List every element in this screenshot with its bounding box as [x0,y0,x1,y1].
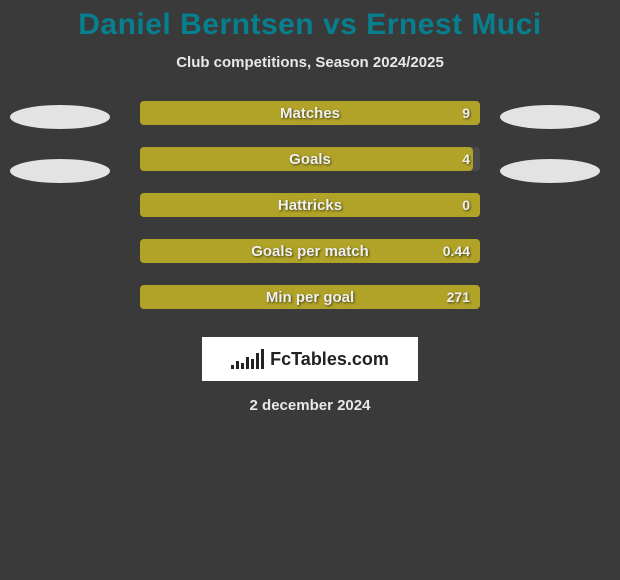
stat-bar-row: Matches9 [140,101,480,125]
player-ellipse [500,159,600,183]
logo-bar-segment [231,365,234,369]
stat-bar-fill [140,147,473,171]
player2-name: Ernest Muci [366,8,542,41]
player-ellipse [500,105,600,129]
logo-bar-segment [256,353,259,369]
player1-name: Daniel Berntsen [78,8,314,41]
right-ellipses [500,101,600,183]
stat-bars: Matches9 Goals4 Hattricks0 Goals per match0… [140,101,480,309]
stat-bar-value: 9 [462,101,470,125]
player-ellipse [10,105,110,129]
logo-bar-segment [236,361,239,369]
stat-bar-value: 271 [447,285,470,309]
stat-bar-value: 0 [462,193,470,217]
comparison-title: Daniel Berntsen vs Ernest Muci [78,8,542,42]
stat-bar-value: 4 [462,147,470,171]
stats-area: Matches9 Goals4 Hattricks0 Goals per match0… [0,101,620,309]
stat-bar-row: Goals per match0.44 [140,239,480,263]
vs-label: vs [323,8,357,41]
logo-box: FcTables.com [202,337,418,381]
infographic-container: Daniel Berntsen vs Ernest Muci Club comp… [0,0,620,414]
subtitle: Club competitions, Season 2024/2025 [176,54,444,71]
logo-text: FcTables.com [270,349,389,370]
stat-bar-row: Min per goal271 [140,285,480,309]
logo-bar-segment [246,357,249,369]
stat-bar-value: 0.44 [443,239,470,263]
logo-bar-segment [241,363,244,369]
stat-bar-fill [140,101,480,125]
logo-bars-icon [231,349,264,369]
player-ellipse [10,159,110,183]
logo-bar-segment [261,349,264,369]
stat-bar-fill [140,285,480,309]
stat-bar-fill [140,193,480,217]
stat-bar-row: Goals4 [140,147,480,171]
stat-bar-row: Hattricks0 [140,193,480,217]
logo-bar-segment [251,359,254,369]
stat-bar-fill [140,239,480,263]
date-label: 2 december 2024 [250,397,371,414]
left-ellipses [10,101,110,183]
